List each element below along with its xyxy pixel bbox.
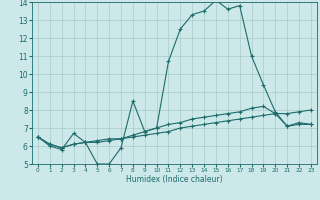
X-axis label: Humidex (Indice chaleur): Humidex (Indice chaleur) [126,175,223,184]
